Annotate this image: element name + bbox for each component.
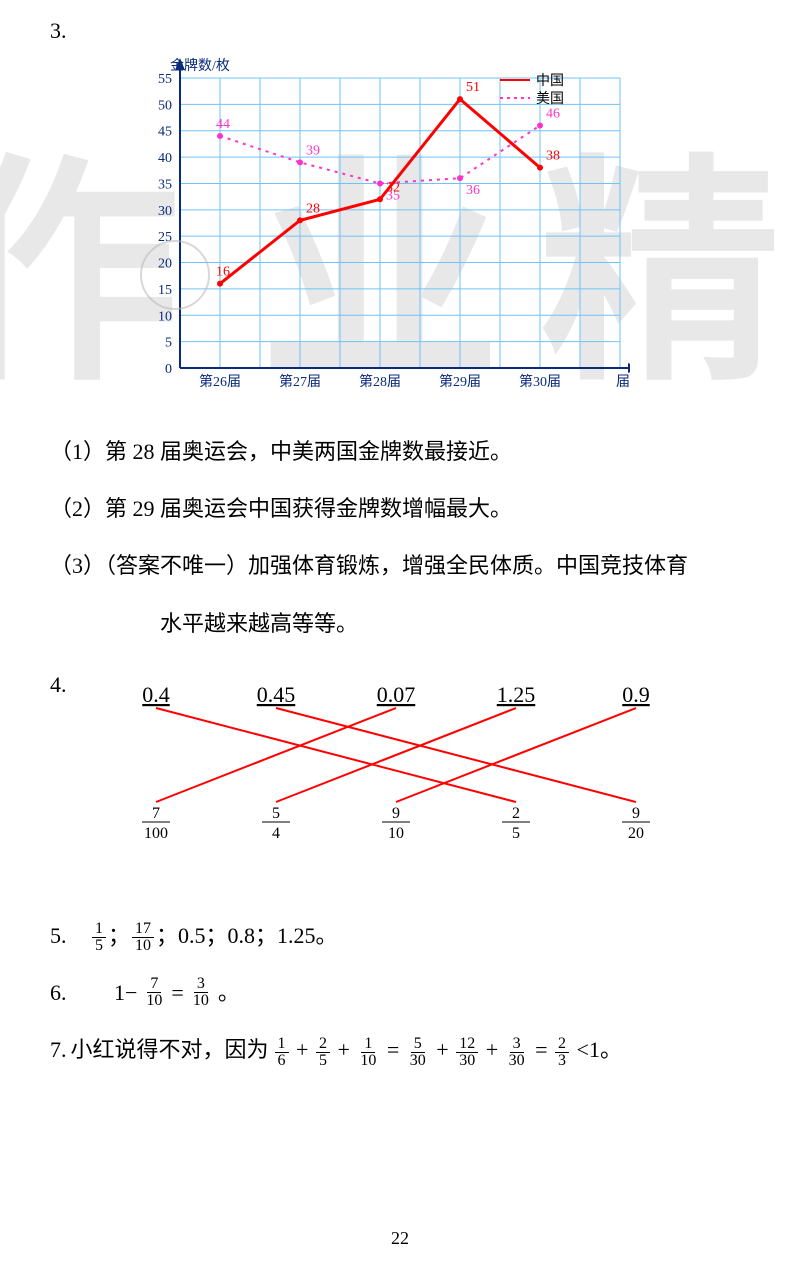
svg-text:0.45: 0.45 — [257, 682, 296, 707]
q7-number: 7. — [50, 1021, 67, 1078]
q6-row: 6. 1− 710 = 310 。 — [50, 964, 750, 1021]
page-number: 22 — [0, 1228, 800, 1249]
page-content: 3. 0510152025303540455055第26届第27届第28届第29… — [0, 0, 800, 1078]
svg-text:35: 35 — [158, 177, 172, 192]
svg-text:10: 10 — [388, 825, 404, 842]
q6-eq: = — [171, 964, 183, 1021]
svg-text:44: 44 — [216, 117, 230, 132]
svg-text:38: 38 — [546, 149, 560, 164]
svg-text:5: 5 — [165, 336, 172, 351]
chart-svg: 0510152025303540455055第26届第27届第28届第29届第3… — [110, 48, 630, 408]
q7-pre: 小红说得不对，因为 — [71, 1021, 269, 1078]
svg-text:5: 5 — [272, 805, 280, 822]
svg-text:40: 40 — [158, 151, 172, 166]
svg-text:7: 7 — [152, 805, 160, 822]
svg-text:50: 50 — [158, 98, 172, 113]
svg-text:36: 36 — [466, 183, 480, 198]
q6-frac2: 310 — [190, 976, 212, 1009]
svg-text:20: 20 — [628, 825, 644, 842]
svg-text:10: 10 — [158, 309, 172, 324]
svg-text:51: 51 — [466, 80, 480, 95]
q3-answer3-line1: （3）（答案不唯一）加强体育锻炼，增强全民体质。中国竞技体育 — [50, 537, 750, 594]
q6-frac1: 710 — [143, 976, 165, 1009]
svg-text:金牌数/枚: 金牌数/枚 — [170, 57, 230, 74]
svg-text:1.25: 1.25 — [497, 682, 536, 707]
svg-text:30: 30 — [158, 204, 172, 219]
svg-text:16: 16 — [216, 265, 230, 280]
q4-matching: 0.4 0.45 0.07 1.25 0.9 7 100 5 4 9 10 2 5 9 20 — [86, 672, 706, 867]
svg-text:28: 28 — [306, 201, 320, 216]
svg-text:0: 0 — [165, 362, 172, 377]
svg-text:46: 46 — [546, 106, 560, 121]
q3-number: 3. — [50, 18, 750, 44]
q5-number: 5. — [50, 907, 86, 964]
svg-text:第30届: 第30届 — [519, 373, 561, 390]
q3-chart: 0510152025303540455055第26届第27届第28届第29届第3… — [110, 48, 750, 413]
svg-text:美国: 美国 — [536, 91, 564, 107]
svg-text:5: 5 — [512, 825, 520, 842]
q5-row: 5. 15；1710；0.5；0.8；1.25。 — [50, 907, 750, 964]
q5-content: 15；1710；0.5；0.8；1.25。 — [90, 907, 338, 964]
stamp-mark — [140, 240, 210, 310]
q3-answer2: （2）第 29 届奥运会中国获得金牌数增幅最大。 — [50, 480, 750, 537]
svg-text:第29届: 第29届 — [439, 373, 481, 390]
svg-text:32: 32 — [386, 180, 400, 195]
q3-answer1: （1）第 28 届奥运会，中美两国金牌数最接近。 — [50, 423, 750, 480]
svg-text:4: 4 — [272, 825, 280, 842]
svg-text:0.07: 0.07 — [377, 682, 416, 707]
svg-text:55: 55 — [158, 72, 172, 87]
svg-text:45: 45 — [158, 125, 172, 140]
svg-text:第27届: 第27届 — [279, 373, 321, 390]
q3-answer3-line2: 水平越来越高等等。 — [160, 595, 750, 652]
q4-number: 4. — [50, 672, 86, 698]
q7-row: 7. 小红说得不对，因为 16 + 25 + 110 = 530 + 1230 … — [50, 1021, 750, 1078]
q6-number: 6. — [50, 964, 86, 1021]
svg-text:100: 100 — [144, 825, 168, 842]
svg-text:届次: 届次 — [616, 374, 630, 390]
svg-text:中国: 中国 — [536, 73, 564, 89]
svg-text:2: 2 — [512, 805, 520, 822]
svg-text:0.4: 0.4 — [142, 682, 170, 707]
q7-content: 16 + 25 + 110 = 530 + 1230 + 330 = 23 <1… — [273, 1021, 622, 1078]
svg-text:第26届: 第26届 — [199, 373, 241, 390]
svg-text:39: 39 — [306, 143, 320, 158]
match-svg: 0.4 0.45 0.07 1.25 0.9 7 100 5 4 9 10 2 5 9 20 — [86, 672, 706, 862]
q6-pre: 1− — [114, 964, 137, 1021]
svg-text:0.9: 0.9 — [622, 682, 650, 707]
q6-post: 。 — [218, 964, 240, 1021]
svg-text:第28届: 第28届 — [359, 373, 401, 390]
svg-text:9: 9 — [632, 805, 640, 822]
svg-text:9: 9 — [392, 805, 400, 822]
